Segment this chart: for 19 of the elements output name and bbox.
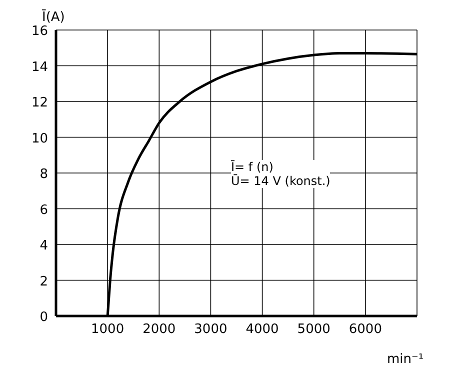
y-axis-title: Ī(A) [42,10,65,25]
y-tick-label: 12 [31,96,48,110]
y-tick-label: 0 [40,310,48,325]
y-tick-label: 6 [40,202,48,218]
x-tick-label: 5000 [297,322,330,338]
x-tick-label: 3000 [194,322,228,338]
annotation: Ū= 14 V (konst.) [231,174,330,188]
y-tick-label: 10 [31,131,48,146]
x-tick-label: 1000 [91,322,124,338]
x-tick-label: 6000 [348,322,382,338]
x-tick-label: 4000 [246,322,279,338]
y-tick-label: 16 [31,24,48,39]
y-tick-label: 14 [31,60,48,75]
x-tick-label: 2000 [142,322,176,338]
y-tick-label: 4 [40,238,48,254]
y-tick-label: 2 [40,274,48,290]
x-axis-title: min⁻¹ [387,352,424,367]
y-tick-label: 8 [40,167,48,182]
annotation: Ī= f (n) [231,160,274,174]
